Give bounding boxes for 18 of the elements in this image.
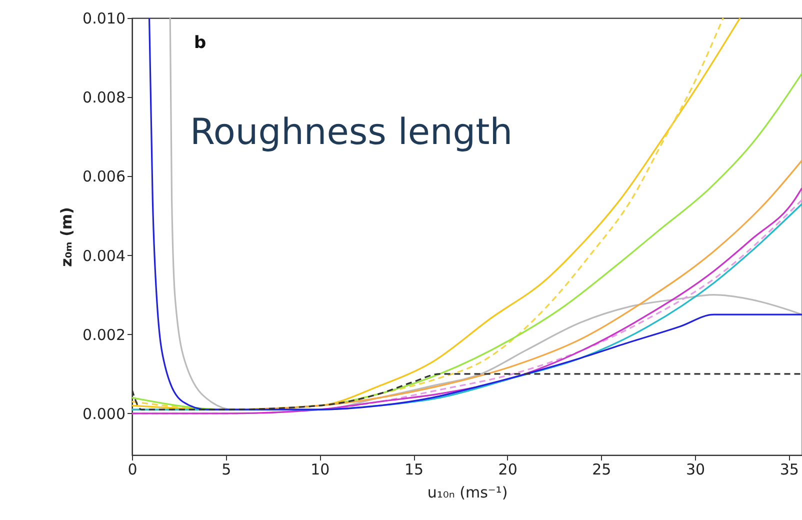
- x-axis-title: u₁₀ₙ (ms⁻¹): [427, 484, 508, 502]
- y-tick-label: 0.010: [82, 10, 126, 28]
- x-tick-label: 5: [222, 460, 232, 478]
- y-tick-label: 0.008: [82, 88, 126, 107]
- x-tick-label: 0: [128, 460, 138, 478]
- x-tick-label: 15: [404, 460, 424, 478]
- y-tick-label: 0.004: [82, 246, 126, 265]
- x-tick-label: 25: [592, 460, 612, 478]
- annotation: b: [194, 33, 206, 53]
- x-tick-label: 10: [310, 460, 330, 478]
- x-tick-label: 35: [780, 460, 799, 478]
- x-tick-label: 20: [498, 460, 518, 478]
- y-tick-label: 0.000: [82, 404, 126, 423]
- x-tick-label: 30: [686, 460, 706, 478]
- annotation: Roughness length: [190, 112, 513, 153]
- y-tick-label: 0.006: [82, 168, 126, 186]
- y-axis-title: z₀ₘ (m): [58, 207, 76, 267]
- y-tick-label: 0.002: [82, 326, 126, 344]
